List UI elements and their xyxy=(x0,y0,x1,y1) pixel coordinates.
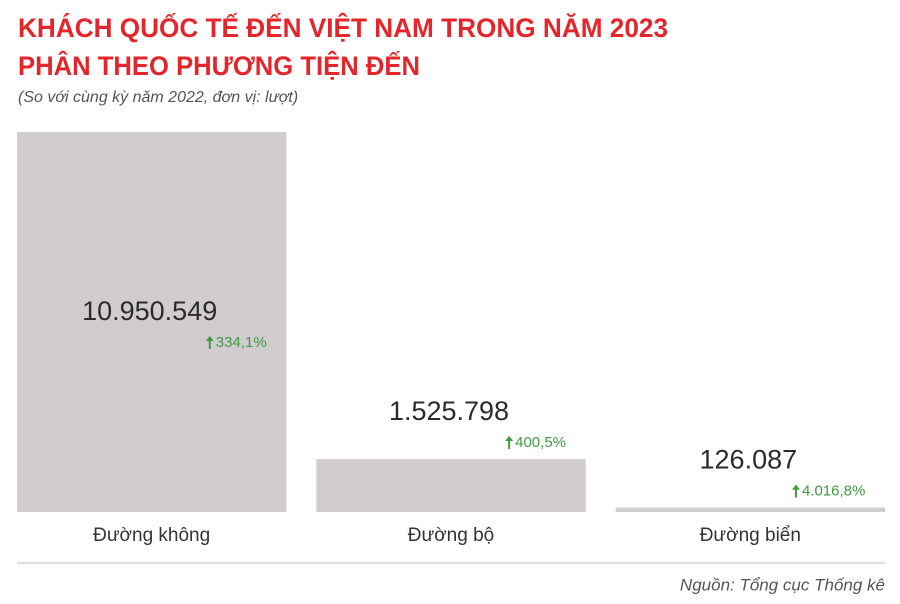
chart-title: KHÁCH QUỐC TẾ ĐẾN VIỆT NAM TRONG NĂM 202… xyxy=(18,11,668,43)
chart-title: PHÂN THEO PHƯƠNG TIỆN ĐẾN xyxy=(18,50,420,81)
up-arrow-head xyxy=(505,436,514,442)
value-label: 126.087 xyxy=(700,445,798,475)
x-tick-label: Đường bộ xyxy=(408,525,494,546)
change-label: 334,1% xyxy=(216,334,267,351)
source: Nguồn: Tổng cục Thống kê xyxy=(680,575,885,594)
bar xyxy=(316,459,586,512)
bar xyxy=(17,132,287,512)
x-tick-label: Đường không xyxy=(93,525,210,546)
value-label: 10.950.549 xyxy=(82,296,217,326)
bar xyxy=(615,507,885,512)
x-tick-label: Đường biển xyxy=(700,525,801,546)
up-arrow-head xyxy=(791,484,800,490)
change-label: 4.016,8% xyxy=(802,483,865,500)
change-label: 400,5% xyxy=(515,434,566,451)
value-label: 1.525.798 xyxy=(389,396,509,426)
chart-subtitle: (So với cùng kỳ năm 2022, đơn vị: lượt) xyxy=(18,89,298,106)
up-arrow-head xyxy=(205,336,214,341)
